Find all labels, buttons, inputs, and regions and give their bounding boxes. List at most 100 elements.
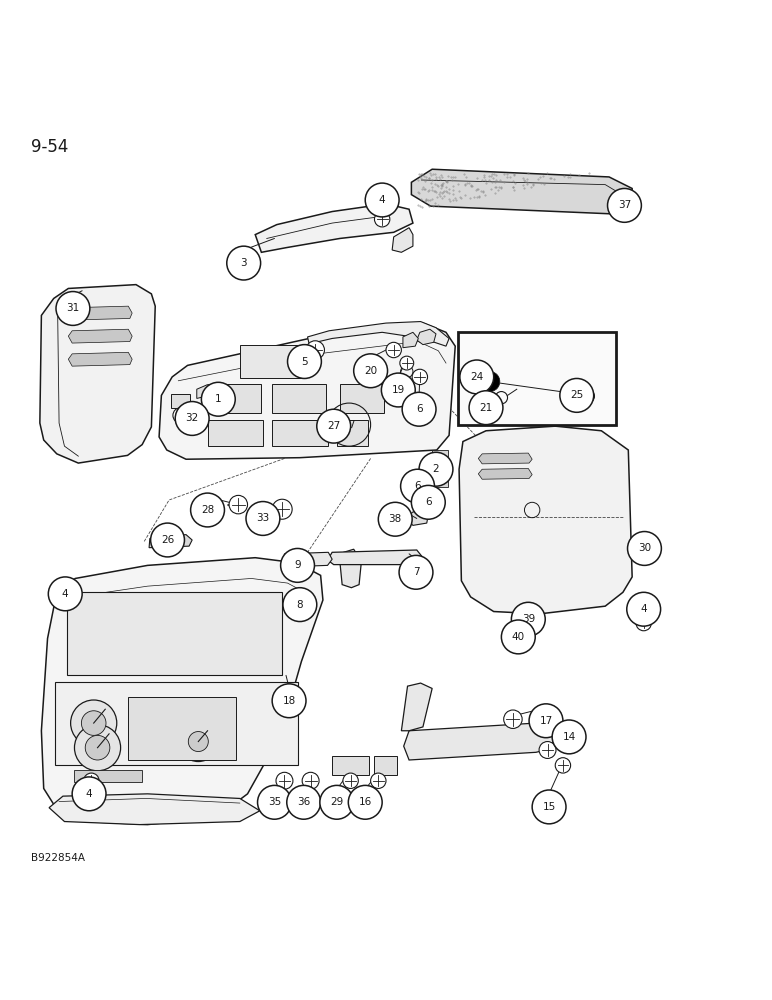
Circle shape xyxy=(70,700,117,746)
Polygon shape xyxy=(411,169,632,214)
Text: 24: 24 xyxy=(470,372,483,382)
Circle shape xyxy=(229,495,248,514)
Circle shape xyxy=(320,785,354,819)
Bar xyxy=(74,770,142,782)
Circle shape xyxy=(81,711,106,735)
Text: 26: 26 xyxy=(161,535,174,545)
Circle shape xyxy=(469,391,503,425)
Text: 28: 28 xyxy=(201,505,214,515)
Circle shape xyxy=(85,735,110,760)
Polygon shape xyxy=(256,204,413,252)
Circle shape xyxy=(286,785,320,819)
Circle shape xyxy=(628,532,662,565)
Text: 30: 30 xyxy=(638,543,651,553)
Circle shape xyxy=(317,409,350,443)
Circle shape xyxy=(532,790,566,824)
Circle shape xyxy=(175,402,209,435)
Circle shape xyxy=(529,704,563,738)
Text: 32: 32 xyxy=(185,413,198,423)
Text: 9: 9 xyxy=(294,560,301,570)
Polygon shape xyxy=(479,453,532,464)
Circle shape xyxy=(374,212,390,227)
Text: 4: 4 xyxy=(86,789,93,799)
Circle shape xyxy=(227,246,261,280)
Polygon shape xyxy=(68,306,132,320)
Circle shape xyxy=(173,408,188,423)
Text: 8: 8 xyxy=(296,600,303,610)
Circle shape xyxy=(258,785,291,819)
Circle shape xyxy=(399,555,433,589)
Circle shape xyxy=(378,502,412,536)
Circle shape xyxy=(49,577,82,611)
Text: 4: 4 xyxy=(379,195,385,205)
Circle shape xyxy=(419,452,453,486)
Circle shape xyxy=(402,392,436,426)
Circle shape xyxy=(151,523,185,557)
Bar xyxy=(432,478,448,487)
Circle shape xyxy=(354,354,388,388)
Text: 35: 35 xyxy=(268,797,281,807)
Polygon shape xyxy=(459,426,632,614)
Text: 37: 37 xyxy=(618,200,631,210)
Polygon shape xyxy=(307,322,449,346)
Polygon shape xyxy=(68,352,132,366)
Text: 31: 31 xyxy=(66,303,80,313)
Circle shape xyxy=(608,188,642,222)
Circle shape xyxy=(365,183,399,217)
Polygon shape xyxy=(403,332,418,348)
Bar xyxy=(432,450,448,459)
Circle shape xyxy=(560,378,594,412)
Polygon shape xyxy=(479,468,532,479)
Text: 39: 39 xyxy=(522,614,535,624)
Circle shape xyxy=(348,785,382,819)
Text: 14: 14 xyxy=(563,732,576,742)
Bar xyxy=(240,345,305,378)
Circle shape xyxy=(400,356,414,370)
Circle shape xyxy=(460,360,493,394)
Polygon shape xyxy=(283,552,332,567)
Polygon shape xyxy=(68,329,132,343)
Text: 4: 4 xyxy=(641,604,647,614)
Circle shape xyxy=(280,548,314,582)
Polygon shape xyxy=(49,794,260,825)
Circle shape xyxy=(74,725,120,771)
Text: 29: 29 xyxy=(330,797,344,807)
Bar xyxy=(273,384,326,413)
Text: 27: 27 xyxy=(327,421,340,431)
Polygon shape xyxy=(159,323,455,459)
Circle shape xyxy=(191,493,225,527)
Circle shape xyxy=(627,592,661,626)
Text: 18: 18 xyxy=(283,696,296,706)
Circle shape xyxy=(480,372,499,392)
Circle shape xyxy=(283,588,317,622)
Text: 25: 25 xyxy=(571,390,584,400)
Circle shape xyxy=(246,502,279,535)
Polygon shape xyxy=(197,385,212,398)
Polygon shape xyxy=(149,535,192,548)
Bar xyxy=(432,464,448,473)
Bar xyxy=(374,756,397,775)
Circle shape xyxy=(539,742,556,758)
Text: 36: 36 xyxy=(297,797,310,807)
Bar xyxy=(337,420,367,446)
Text: 9-54: 9-54 xyxy=(31,138,68,156)
Bar xyxy=(208,420,263,446)
Bar xyxy=(332,756,369,775)
Circle shape xyxy=(555,758,571,773)
Circle shape xyxy=(401,469,435,503)
Text: 1: 1 xyxy=(215,394,222,404)
Text: 19: 19 xyxy=(391,385,405,395)
Circle shape xyxy=(276,772,293,789)
Circle shape xyxy=(343,773,358,788)
Polygon shape xyxy=(340,549,361,588)
Circle shape xyxy=(178,722,218,762)
Text: 7: 7 xyxy=(413,567,419,577)
Circle shape xyxy=(636,615,652,631)
Circle shape xyxy=(411,485,445,519)
Bar xyxy=(66,592,282,675)
Circle shape xyxy=(501,620,535,654)
Circle shape xyxy=(306,341,324,359)
Text: 6: 6 xyxy=(415,481,421,491)
Circle shape xyxy=(201,382,235,416)
Text: 5: 5 xyxy=(301,357,308,367)
